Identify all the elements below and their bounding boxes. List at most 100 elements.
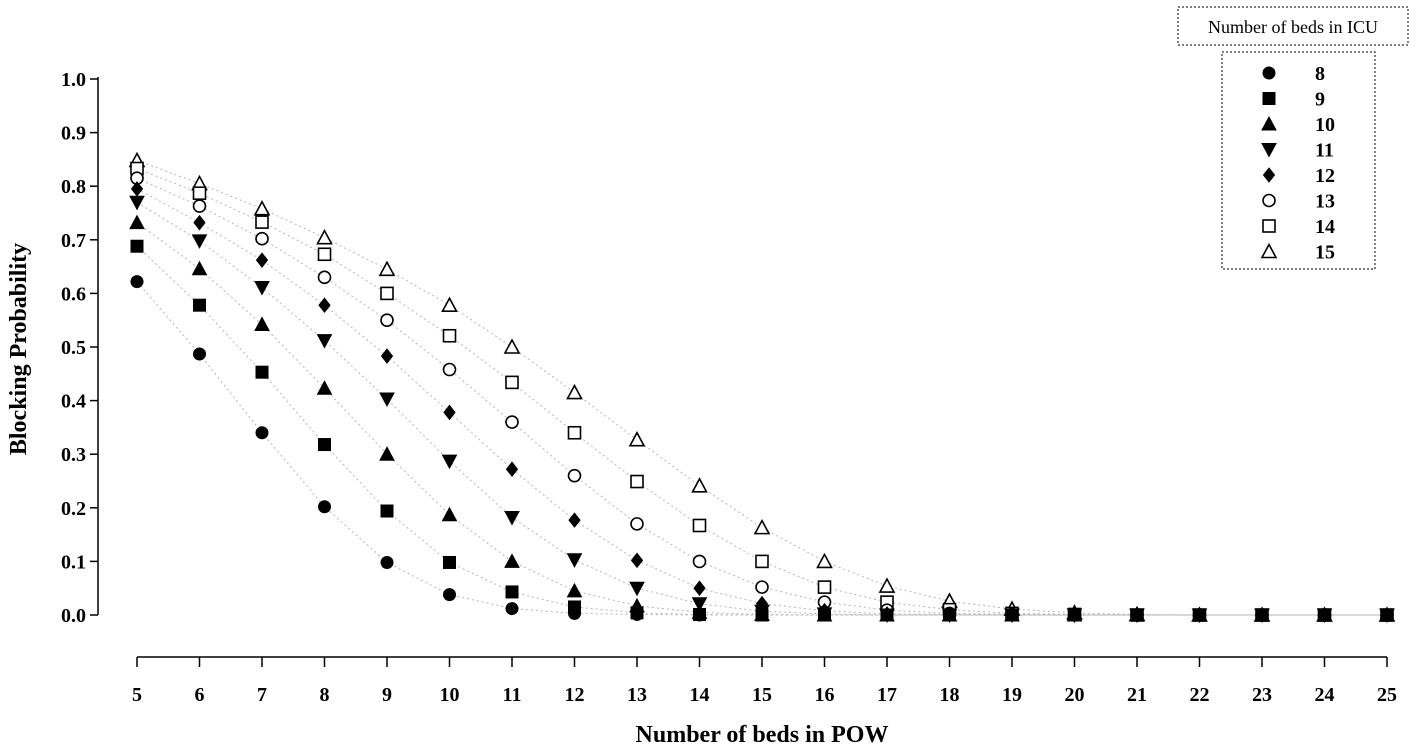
data-point xyxy=(317,270,332,285)
data-point xyxy=(630,517,644,531)
data-point xyxy=(253,200,271,216)
data-point xyxy=(816,552,833,569)
legend-marker-8 xyxy=(1262,66,1276,80)
data-point xyxy=(442,328,457,343)
data-point xyxy=(628,431,646,447)
data-point xyxy=(316,380,333,395)
series-8 xyxy=(130,275,1394,622)
legend-label: 11 xyxy=(1315,140,1334,162)
data-point xyxy=(566,582,583,598)
data-point xyxy=(1193,608,1206,622)
y-tick-label: 0.8 xyxy=(61,176,86,198)
y-tick-label: 0.4 xyxy=(61,391,86,413)
data-point xyxy=(1068,608,1081,622)
data-point xyxy=(130,275,144,289)
legend-marker-11 xyxy=(1261,143,1277,158)
data-point xyxy=(629,581,645,597)
data-point xyxy=(753,518,771,535)
y-tick-label: 0.2 xyxy=(61,498,86,520)
x-tick-label: 23 xyxy=(1252,684,1272,706)
legend-label: 13 xyxy=(1315,191,1335,213)
legend-marker-13 xyxy=(1262,193,1276,208)
x-axis-title: Number of beds in POW xyxy=(636,722,889,748)
data-point xyxy=(254,281,270,296)
data-point xyxy=(255,252,269,268)
data-point xyxy=(818,608,831,622)
data-point xyxy=(505,585,519,599)
x-tick-label: 18 xyxy=(940,684,960,706)
x-tick-label: 8 xyxy=(320,684,330,706)
legend-box xyxy=(1221,51,1376,270)
x-tick-label: 9 xyxy=(382,684,392,706)
data-point xyxy=(755,608,769,622)
data-point xyxy=(380,555,394,569)
axes: 0.0 0.1 0.2 0.3 0.4 0.5 0.6 0.7 0.8 0.9 1.0 5 6 7 8 9 10… xyxy=(61,69,1397,706)
data-point xyxy=(316,228,333,245)
y-tick-label: 0.9 xyxy=(61,123,86,145)
data-point xyxy=(504,510,520,526)
data-points xyxy=(128,151,1396,624)
data-point xyxy=(691,597,708,612)
connector-line-11 xyxy=(136,201,1387,616)
data-point xyxy=(505,602,519,616)
data-point xyxy=(380,504,394,518)
data-point xyxy=(192,199,207,213)
data-point xyxy=(503,338,521,354)
data-point xyxy=(568,606,581,620)
data-point xyxy=(129,195,145,211)
data-point xyxy=(878,577,896,593)
y-tick-label: 0.0 xyxy=(61,605,86,627)
data-point xyxy=(566,553,583,568)
data-point xyxy=(505,415,519,429)
y-tick-label: 1.0 xyxy=(61,69,86,91)
x-tick-label: 19 xyxy=(1002,684,1022,706)
x-tick-label: 5 xyxy=(132,684,142,706)
y-tick-label: 0.6 xyxy=(61,283,86,305)
y-axis-title: Blocking Probability xyxy=(6,243,32,455)
data-point xyxy=(378,260,396,277)
data-point xyxy=(316,334,333,349)
data-point xyxy=(630,552,644,569)
data-point xyxy=(568,512,581,528)
data-point xyxy=(129,214,145,230)
x-tick-label: 7 xyxy=(257,684,267,706)
data-point xyxy=(191,260,208,276)
data-point xyxy=(691,477,708,493)
y-tick-label: 0.1 xyxy=(61,551,86,573)
data-point xyxy=(130,181,144,197)
x-tick-label: 6 xyxy=(195,684,205,706)
data-point xyxy=(191,234,208,249)
data-point xyxy=(318,500,331,514)
data-point xyxy=(441,296,458,312)
x-tick-label: 16 xyxy=(815,684,835,706)
legend-label: 15 xyxy=(1315,242,1335,264)
data-point xyxy=(318,438,331,452)
x-tick-label: 12 xyxy=(565,684,585,706)
y-tick-label: 0.5 xyxy=(61,337,86,359)
data-point xyxy=(317,247,332,262)
data-point xyxy=(567,425,582,440)
data-point xyxy=(566,383,583,400)
data-point xyxy=(1380,608,1394,622)
data-point xyxy=(1255,608,1269,622)
data-point xyxy=(380,348,394,364)
data-point xyxy=(193,298,206,312)
data-point xyxy=(692,518,707,533)
x-tick-label: 14 xyxy=(690,684,710,706)
data-point xyxy=(817,580,832,594)
data-point xyxy=(443,404,456,421)
x-tick-label: 13 xyxy=(627,684,647,706)
data-point xyxy=(380,286,394,301)
data-point xyxy=(255,365,269,379)
data-point xyxy=(441,506,458,522)
x-tick-label: 11 xyxy=(503,684,522,706)
x-tick-label: 17 xyxy=(877,684,897,706)
data-point xyxy=(193,214,206,231)
x-tick-label: 20 xyxy=(1065,684,1085,706)
legend-label: 10 xyxy=(1315,114,1335,136)
legend-marker-9 xyxy=(1262,92,1276,105)
legend-marker-12 xyxy=(1262,167,1276,183)
legend-label: 9 xyxy=(1315,89,1325,111)
data-point xyxy=(254,316,270,331)
